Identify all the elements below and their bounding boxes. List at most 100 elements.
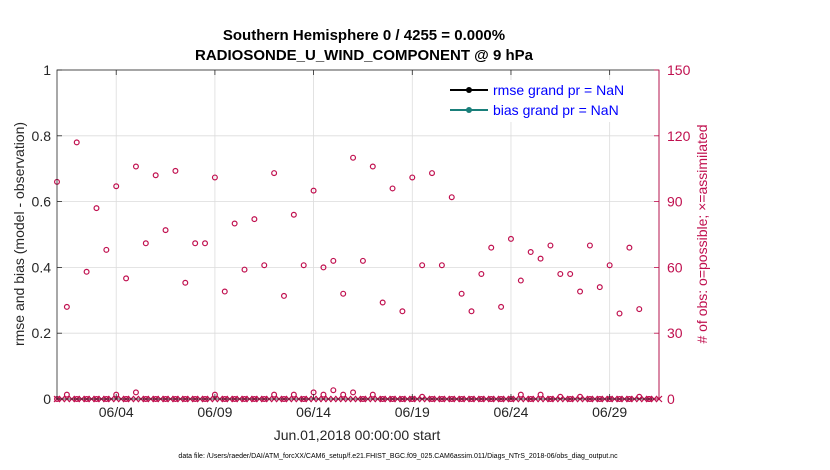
possible-obs-point bbox=[152, 172, 159, 179]
possible-obs-point bbox=[507, 235, 514, 242]
possible-obs-point bbox=[182, 279, 189, 286]
possible-obs-point bbox=[202, 240, 209, 247]
plot-area bbox=[57, 70, 659, 399]
possible-obs-point bbox=[369, 163, 376, 170]
y-tick-label-right: 90 bbox=[667, 194, 683, 210]
possible-obs-point bbox=[527, 249, 534, 256]
possible-obs-point-small bbox=[340, 391, 347, 398]
possible-obs-point-small bbox=[537, 391, 544, 398]
possible-obs-point bbox=[586, 242, 593, 249]
possible-obs-point bbox=[63, 303, 70, 310]
possible-obs-point bbox=[132, 163, 139, 170]
y-tick-label-right: 30 bbox=[667, 325, 683, 341]
possible-obs-point bbox=[320, 264, 327, 271]
possible-obs-point bbox=[172, 167, 179, 174]
y-tick-label-left: 0.8 bbox=[32, 128, 52, 144]
possible-obs-point bbox=[606, 262, 613, 269]
y-axis-label-right: # of obs: o=possible; ×=assimilated bbox=[694, 124, 710, 343]
possible-obs-point bbox=[399, 308, 406, 315]
possible-obs-point bbox=[616, 310, 623, 317]
possible-obs-point bbox=[537, 255, 544, 262]
y-tick-label-right: 120 bbox=[667, 128, 691, 144]
possible-obs-point bbox=[429, 170, 436, 177]
possible-obs-point bbox=[162, 227, 169, 234]
possible-obs-point bbox=[340, 290, 347, 297]
possible-obs-point bbox=[192, 240, 199, 247]
possible-obs-point bbox=[498, 303, 505, 310]
possible-obs-point bbox=[567, 270, 574, 277]
possible-obs-point-small bbox=[369, 391, 376, 398]
possible-obs-point bbox=[626, 244, 633, 251]
possible-obs-point bbox=[557, 270, 564, 277]
y-tick-label-right: 60 bbox=[667, 259, 683, 275]
possible-obs-point bbox=[83, 268, 90, 275]
possible-obs-point bbox=[517, 277, 524, 284]
ticks: 06/04 06/09 06/14 06/19 06/24 06/29 0 0.2 0.4 0.6… bbox=[32, 62, 691, 420]
possible-obs-point bbox=[211, 174, 218, 181]
possible-obs-point bbox=[103, 246, 110, 253]
possible-obs-point bbox=[359, 257, 366, 264]
x-axis-label: Jun.01,2018 00:00:00 start bbox=[274, 427, 441, 443]
possible-obs-point bbox=[409, 174, 416, 181]
x-tick-label: 06/29 bbox=[592, 404, 627, 420]
legend-rmse-marker bbox=[466, 87, 472, 93]
y-tick-label-left: 0 bbox=[43, 391, 51, 407]
possible-obs-point-small bbox=[271, 391, 278, 398]
possible-obs-point bbox=[438, 262, 445, 269]
possible-obs-point bbox=[251, 216, 258, 223]
possible-obs-point-small bbox=[517, 391, 524, 398]
possible-obs-point bbox=[142, 240, 149, 247]
legend-box bbox=[446, 80, 645, 122]
chart-title-line2: RADIOSONDE_U_WIND_COMPONENT @ 9 hPa bbox=[195, 47, 534, 64]
possible-obs-point bbox=[300, 262, 307, 269]
possible-obs-point bbox=[478, 270, 485, 277]
footnote: data file: /Users/raeder/DAI/ATM_forcXX/… bbox=[178, 453, 618, 460]
possible-obs-point-small bbox=[63, 391, 70, 398]
possible-obs-point bbox=[389, 185, 396, 192]
possible-obs-point bbox=[419, 262, 426, 269]
y-axis-label-left: rmse and bias (model - observation) bbox=[11, 122, 27, 346]
possible-obs-point bbox=[271, 170, 278, 177]
chart-title-line1: Southern Hemisphere 0 / 4255 = 0.000% bbox=[223, 27, 505, 44]
possible-obs-point bbox=[636, 306, 643, 313]
possible-obs-point-small bbox=[350, 389, 357, 396]
y-tick-label-right: 0 bbox=[667, 391, 675, 407]
x-tick-label: 06/14 bbox=[296, 404, 331, 420]
possible-obs-point bbox=[468, 308, 475, 315]
possible-obs-point bbox=[241, 266, 248, 273]
x-tick-label: 06/19 bbox=[395, 404, 430, 420]
possible-obs-point bbox=[547, 242, 554, 249]
y-tick-label-left: 0.2 bbox=[32, 325, 52, 341]
possible-obs-point bbox=[448, 194, 455, 201]
y-tick-label-left: 0.4 bbox=[32, 259, 52, 275]
x-tick-label: 06/09 bbox=[197, 404, 232, 420]
possible-obs-point bbox=[488, 244, 495, 251]
possible-obs-point bbox=[221, 288, 228, 295]
x-tick-label: 06/24 bbox=[493, 404, 528, 420]
possible-obs-point bbox=[113, 183, 120, 190]
legend-bias-label: bias grand pr = NaN bbox=[493, 102, 619, 118]
possible-obs-point bbox=[290, 211, 297, 218]
possible-obs-point bbox=[123, 275, 130, 282]
y-tick-label-right: 150 bbox=[667, 62, 691, 78]
possible-obs-point bbox=[350, 154, 357, 161]
possible-obs-point bbox=[73, 139, 80, 146]
legend: rmse grand pr = NaN bias grand pr = NaN bbox=[446, 80, 645, 122]
possible-obs-point bbox=[310, 187, 317, 194]
legend-bias-marker bbox=[466, 107, 472, 113]
possible-obs-point bbox=[379, 299, 386, 306]
legend-rmse-label: rmse grand pr = NaN bbox=[493, 82, 624, 98]
possible-obs-point-small bbox=[132, 389, 139, 396]
y-tick-label-left: 0.6 bbox=[32, 194, 52, 210]
possible-obs-point-small bbox=[320, 391, 327, 398]
possible-obs-point bbox=[280, 292, 287, 299]
possible-obs-point-small bbox=[330, 387, 337, 394]
possible-obs-point bbox=[231, 220, 238, 227]
x-tick-label: 06/04 bbox=[99, 404, 134, 420]
possible-obs-point-small bbox=[290, 391, 297, 398]
y-tick-label-left: 1 bbox=[43, 62, 51, 78]
possible-obs-point bbox=[577, 288, 584, 295]
possible-obs-point bbox=[330, 257, 337, 264]
possible-obs-point bbox=[93, 205, 100, 212]
